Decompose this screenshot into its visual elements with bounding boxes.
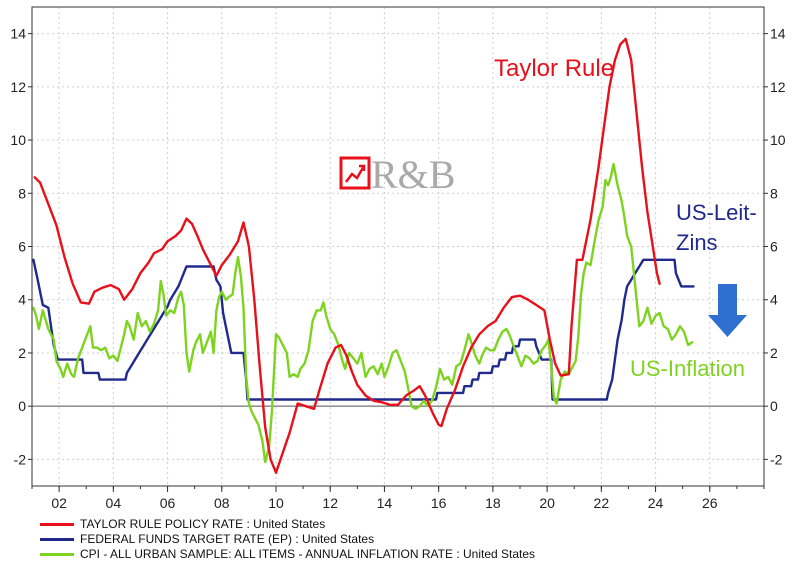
y-tick-label-left-14: 14 [10, 26, 26, 42]
series-lines [32, 37, 695, 474]
x-tick-label-22: 22 [594, 495, 610, 510]
x-tick-label-06: 06 [160, 495, 176, 510]
x-tick-label-26: 26 [702, 495, 718, 510]
legend-swatch-cpi [40, 553, 74, 556]
legend-label-cpi: CPI - ALL URBAN SAMPLE: ALL ITEMS - ANNU… [80, 547, 536, 561]
down-arrow-icon [708, 284, 747, 337]
y-tick-label-right-6: 6 [770, 239, 778, 255]
y-tick-label-left-10: 10 [10, 132, 26, 148]
legend-swatch-taylor [40, 523, 74, 526]
series-line-fed-funds [32, 258, 695, 401]
legend-item-cpi: CPI - ALL URBAN SAMPLE: ALL ITEMS - ANNU… [40, 547, 535, 562]
y-tick-label-right-8: 8 [770, 185, 778, 201]
legend-item-fedfunds: FEDERAL FUNDS TARGET RATE (EP) : United … [40, 532, 535, 547]
plot-background [0, 0, 800, 510]
annotation-us-inflation: US-Inflation [630, 356, 745, 381]
series-line-cpi [32, 162, 694, 464]
legend-label-taylor: TAYLOR RULE POLICY RATE : United States [80, 517, 326, 531]
series-line-taylor-rule [33, 37, 661, 474]
y-tick-label-left-6: 6 [18, 239, 26, 255]
x-tick-label-24: 24 [648, 495, 664, 510]
y-tick-label-left-4: 4 [18, 292, 26, 308]
logo-icon-trend [345, 165, 366, 183]
logo-icon-box [339, 156, 371, 190]
annotation-leitzins-line2: Zins [676, 230, 718, 255]
y-tick-label-right-0: 0 [770, 398, 778, 414]
legend-swatch-fedfunds [40, 538, 74, 541]
x-tick-label-02: 02 [51, 495, 67, 510]
annotation-leitzins-line1: US-Leit- [676, 200, 757, 225]
y-tick-label-right-2: 2 [770, 345, 778, 361]
x-tick-label-12: 12 [322, 495, 338, 510]
x-tick-label-20: 20 [539, 495, 555, 510]
x-tick-label-04: 04 [106, 495, 122, 510]
y-tick-label-right-12: 12 [770, 79, 786, 95]
x-tick-label-08: 08 [214, 495, 230, 510]
annotation-taylor-rule: Taylor Rule [494, 55, 614, 82]
y-tick-label-right--2: -2 [770, 451, 783, 467]
x-tick-label-14: 14 [377, 495, 393, 510]
y-tick-label-left-12: 12 [10, 79, 26, 95]
x-tick-label-16: 16 [431, 495, 447, 510]
logo-icon-arrowhead [359, 164, 366, 171]
y-tick-label-right-10: 10 [770, 132, 786, 148]
x-tick-label-10: 10 [268, 495, 284, 510]
y-tick-label-left-2: 2 [18, 345, 26, 361]
y-tick-label-left--2: -2 [14, 451, 27, 467]
y-tick-label-left-0: 0 [18, 398, 26, 414]
legend: TAYLOR RULE POLICY RATE : United States … [40, 517, 535, 562]
legend-item-taylor: TAYLOR RULE POLICY RATE : United States [40, 517, 535, 532]
logo-text: R&B [371, 152, 455, 197]
x-tick-label-18: 18 [485, 495, 501, 510]
y-tick-label-right-14: 14 [770, 26, 786, 42]
y-tick-label-right-4: 4 [770, 292, 778, 308]
axes [28, 6, 768, 492]
legend-label-fedfunds: FEDERAL FUNDS TARGET RATE (EP) : United … [80, 532, 375, 546]
y-tick-label-left-8: 8 [18, 185, 26, 201]
rb-logo: R&B [339, 152, 455, 197]
